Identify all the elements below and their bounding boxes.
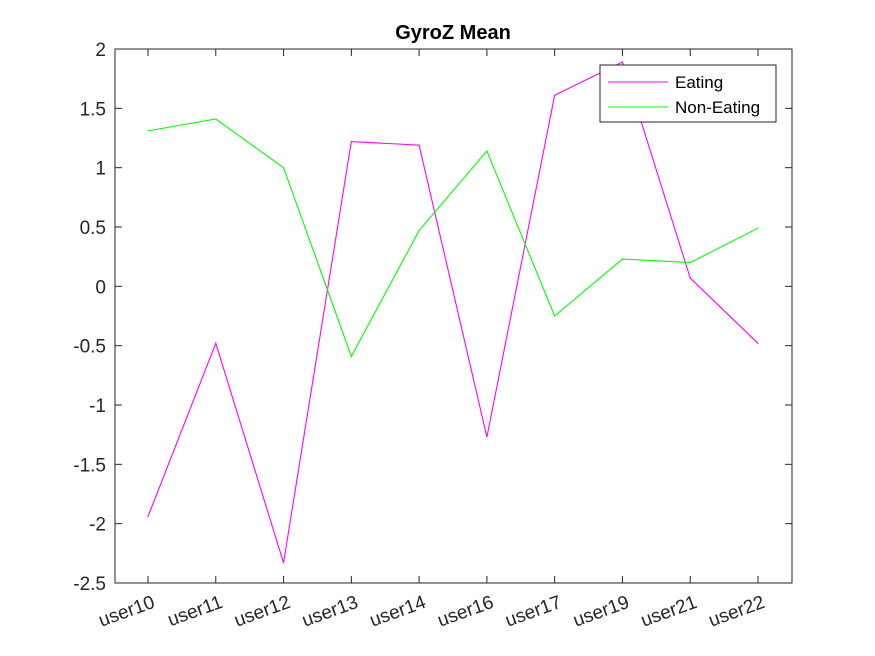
data-point	[689, 262, 691, 264]
data-point	[757, 342, 759, 344]
data-point	[418, 229, 420, 232]
series-line	[147, 118, 759, 358]
data-point	[757, 227, 759, 229]
chart-title: GyroZ Mean	[395, 22, 511, 44]
data-point	[282, 167, 285, 169]
data-point	[215, 342, 217, 344]
y-tick-label: -1	[89, 396, 106, 417]
data-point	[350, 140, 352, 143]
y-axis: -2.5 -2 -1.5 -1 -0.5 0 0.5 1 1.5 2	[73, 40, 792, 595]
data-point	[486, 436, 488, 438]
data-point	[621, 61, 624, 63]
data-point	[486, 150, 488, 152]
axes-box	[114, 48, 793, 584]
y-tick-label: 0	[95, 277, 106, 298]
y-tick-label: 0.5	[80, 218, 106, 239]
y-tick-label: 1	[95, 159, 106, 180]
legend-entries: Eating Non-Eating	[608, 73, 760, 117]
y-tick-label: -0.5	[73, 337, 106, 358]
data-point	[147, 515, 149, 518]
legend-label: Eating	[675, 73, 723, 92]
y-tick-label: -2.5	[73, 574, 106, 595]
legend-box	[599, 64, 777, 123]
y-tick-label: -2	[89, 515, 106, 536]
data-point	[554, 94, 556, 96]
series-layer	[147, 61, 759, 564]
series-non-eating	[147, 118, 759, 358]
legend-label: Non-Eating	[675, 98, 760, 117]
data-point	[418, 144, 420, 146]
data-point	[689, 277, 691, 279]
data-point	[554, 315, 556, 317]
legend: Eating Non-Eating	[599, 64, 777, 123]
data-point	[282, 562, 285, 564]
data-point	[147, 130, 149, 132]
y-tick-label: -1.5	[73, 455, 106, 476]
series-line	[147, 61, 759, 563]
data-point	[621, 258, 624, 260]
y-tick-label: 2	[95, 40, 106, 61]
data-point	[215, 118, 217, 120]
plot-area	[114, 48, 793, 584]
series-eating	[147, 61, 759, 564]
data-point	[350, 355, 352, 357]
y-tick-label: 1.5	[80, 99, 106, 120]
